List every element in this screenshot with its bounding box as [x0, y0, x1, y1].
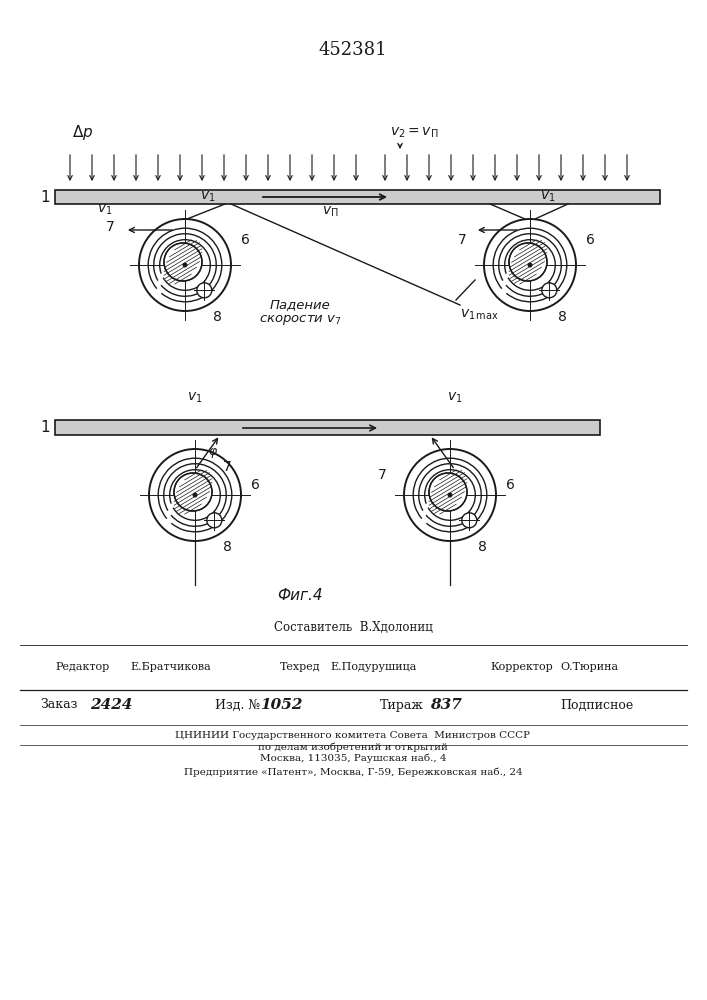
Text: 7: 7 — [457, 233, 467, 247]
Polygon shape — [55, 420, 600, 435]
Text: Составитель  В.Хдолониц: Составитель В.Хдолониц — [274, 620, 433, 634]
Text: $v_1$: $v_1$ — [200, 190, 216, 204]
Text: Предприятие «Патент», Москва, Г-59, Бережковская наб., 24: Предприятие «Патент», Москва, Г-59, Бере… — [184, 767, 522, 777]
Text: О.Тюрина: О.Тюрина — [560, 662, 618, 672]
Text: 837: 837 — [430, 698, 462, 712]
Text: 7: 7 — [223, 460, 231, 474]
Text: 1052: 1052 — [260, 698, 303, 712]
Circle shape — [462, 513, 477, 528]
Text: 6: 6 — [585, 233, 595, 247]
Text: Заказ: Заказ — [40, 698, 77, 712]
Text: $v_1$: $v_1$ — [98, 203, 112, 217]
Circle shape — [207, 513, 222, 528]
Circle shape — [164, 243, 202, 281]
Text: $v_{1\,\mathrm{max}}$: $v_{1\,\mathrm{max}}$ — [460, 308, 499, 322]
Text: Изд. №: Изд. № — [215, 698, 260, 712]
Text: скорости $v_7$: скорости $v_7$ — [259, 313, 341, 327]
Text: $v_2 = v_\Pi$: $v_2 = v_\Pi$ — [390, 126, 438, 140]
Circle shape — [542, 283, 557, 298]
Text: 7: 7 — [378, 468, 386, 482]
Text: 7: 7 — [105, 220, 115, 234]
Circle shape — [429, 473, 467, 511]
Text: Москва, 113035, Раушская наб., 4: Москва, 113035, Раушская наб., 4 — [259, 753, 446, 763]
Text: 8: 8 — [213, 310, 221, 324]
Text: по делам изобретений и открытий: по делам изобретений и открытий — [258, 742, 448, 752]
Text: Падение: Падение — [269, 298, 330, 312]
Circle shape — [527, 262, 532, 267]
Text: 6: 6 — [506, 478, 515, 492]
Text: Подписное: Подписное — [560, 698, 633, 712]
Text: 6: 6 — [250, 478, 259, 492]
Text: Корректор: Корректор — [490, 662, 553, 672]
Text: 8: 8 — [223, 540, 231, 554]
Text: 2424: 2424 — [90, 698, 132, 712]
Circle shape — [509, 243, 547, 281]
Text: 452381: 452381 — [319, 41, 387, 59]
Polygon shape — [55, 190, 660, 204]
Text: Е.Братчикова: Е.Братчикова — [130, 662, 211, 672]
Text: 1: 1 — [40, 420, 50, 436]
Text: Фиг.4: Фиг.4 — [277, 587, 323, 602]
Text: $v_1$: $v_1$ — [540, 190, 556, 204]
Text: Е.Подурушица: Е.Подурушица — [330, 662, 416, 672]
Text: 8: 8 — [558, 310, 566, 324]
Text: $\Delta p$: $\Delta p$ — [72, 123, 93, 142]
Circle shape — [174, 473, 212, 511]
Text: Тираж: Тираж — [380, 698, 424, 712]
Text: 1: 1 — [40, 190, 50, 205]
Circle shape — [448, 492, 452, 497]
Text: Техред: Техред — [280, 662, 321, 672]
Circle shape — [192, 492, 197, 497]
Circle shape — [182, 262, 187, 267]
Text: $v_1$: $v_1$ — [448, 391, 462, 405]
Text: $v_1$: $v_1$ — [187, 391, 203, 405]
Text: $v_\Pi$: $v_\Pi$ — [322, 205, 338, 219]
Text: $\varphi$: $\varphi$ — [208, 446, 218, 460]
Text: 6: 6 — [240, 233, 250, 247]
Circle shape — [197, 283, 212, 298]
Text: Редактор: Редактор — [55, 662, 110, 672]
Text: 8: 8 — [477, 540, 486, 554]
Text: ЦНИНИИ Государственного комитета Совета  Министров СССР: ЦНИНИИ Государственного комитета Совета … — [175, 732, 530, 740]
